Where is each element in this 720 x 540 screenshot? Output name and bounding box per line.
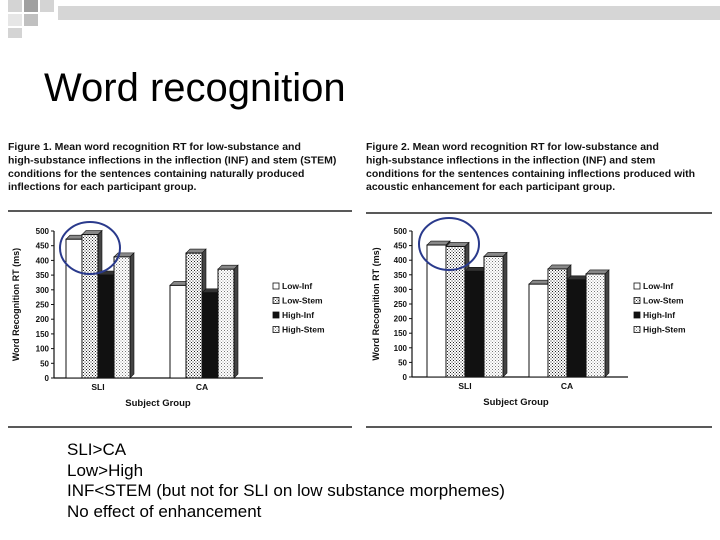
y-axis-title: Word Recognition RT (ms) [371,247,381,360]
y-tick-label: 100 [394,344,408,353]
legend-swatch [633,326,641,333]
decor-square [24,14,38,26]
bullet-item: Low>High [67,460,144,480]
bar-high-stem-sli [113,256,131,379]
decor-square [8,0,22,12]
x-axis-title: Subject Group [483,397,549,408]
x-tick-label: SLI [458,381,471,391]
y-tick-label: 100 [36,345,50,354]
bar-high-inf-ca [566,279,587,378]
bar-low-inf-sli [65,238,83,379]
header-decoration [8,0,720,38]
y-tick-label: 300 [394,285,408,294]
bar-side [604,269,610,378]
bar-high-inf-sli [464,270,485,378]
legend: Low-Inf Low-Stem High-Inf High-Stem [633,281,686,335]
bar-side [129,252,135,379]
y-tick-label: 0 [403,373,408,382]
bar-low-stem-ca [185,252,203,379]
y-tick-label: 50 [398,358,407,367]
x-tick-label: CA [561,381,573,391]
legend: Low-Inf Low-Stem High-Inf High-Stem [272,281,325,335]
y-tick-label: 350 [36,271,50,280]
y-tick-label: 200 [36,315,50,324]
bar-side [233,264,239,379]
legend-label: High-Stem [282,325,325,335]
legend-label: High-Inf [643,310,675,320]
figure-caption: Figure 2. Mean word recognition RT for l… [366,141,695,193]
bullet-item: No effect of enhancement [67,501,262,521]
legend-label: Low-Inf [282,281,312,291]
figure-2-chart: Figure 2. Mean word recognition RT for l… [366,141,712,428]
decor-square [24,0,38,12]
legend-label: Low-Stem [643,296,684,306]
decor-bar [58,6,720,20]
bullet-item: INF<STEM (but not for SLI on low substan… [67,481,505,500]
y-tick-label: 350 [394,271,408,280]
figure-caption: Figure 1. Mean word recognition RT for l… [8,141,336,193]
figure-1-chart: Figure 1. Mean word recognition RT for l… [8,141,352,428]
legend-swatch [272,282,280,290]
legend-swatch [633,282,641,290]
y-axis-title: Word Recognition RT (ms) [11,248,21,361]
y-tick-label: 150 [394,329,408,338]
bar-high-inf-ca [201,292,219,379]
legend-swatch [272,326,280,333]
bar-low-stem-sli [445,245,466,378]
y-tick-label: 150 [36,330,50,339]
legend-swatch [272,297,280,304]
bar-high-stem-sli [483,255,504,378]
slide-title: Word recognition [44,66,346,110]
decor-square [8,28,22,38]
bar-low-inf-ca [528,283,549,378]
legend-label: High-Inf [282,310,314,320]
bar-side [502,251,508,378]
y-tick-label: 200 [394,315,408,324]
highlight-circle [418,217,480,271]
bar-low-stem-sli [81,234,99,379]
y-tick-label: 500 [394,227,408,236]
y-tick-label: 0 [45,374,50,383]
bullet-item: SLI>CA [67,440,127,459]
y-tick-label: 50 [40,359,49,368]
bar-high-stem-ca [585,273,606,378]
y-tick-label: 400 [394,256,408,265]
y-tick-label: 250 [394,300,408,309]
x-tick-label: CA [196,382,208,392]
legend-label: Low-Inf [643,281,673,291]
y-tick-label: 300 [36,286,50,295]
x-axis-title: Subject Group [125,398,191,409]
legend-swatch [633,297,641,304]
highlight-circle [59,221,121,275]
y-tick-label: 450 [394,242,408,251]
y-tick-label: 250 [36,301,50,310]
bar-high-stem-ca [217,268,235,379]
x-tick-label: SLI [91,382,104,392]
figure-2: Figure 2. Mean word recognition RT for l… [366,138,712,430]
legend-label: Low-Stem [282,296,323,306]
y-tick-label: 500 [36,227,50,236]
bullet-list: SLI>CA Low>High INF<STEM (but not for SL… [67,440,505,522]
legend-swatch [272,311,280,319]
decor-square [40,0,54,12]
decor-square [8,14,22,26]
y-tick-label: 400 [36,256,50,265]
bar-low-inf-ca [169,284,187,379]
legend-label: High-Stem [643,325,686,335]
y-tick-label: 450 [36,242,50,251]
bar-high-inf-sli [97,274,115,379]
figure-1: Figure 1. Mean word recognition RT for l… [8,138,352,430]
bar-low-stem-ca [547,268,568,378]
legend-swatch [633,311,641,319]
